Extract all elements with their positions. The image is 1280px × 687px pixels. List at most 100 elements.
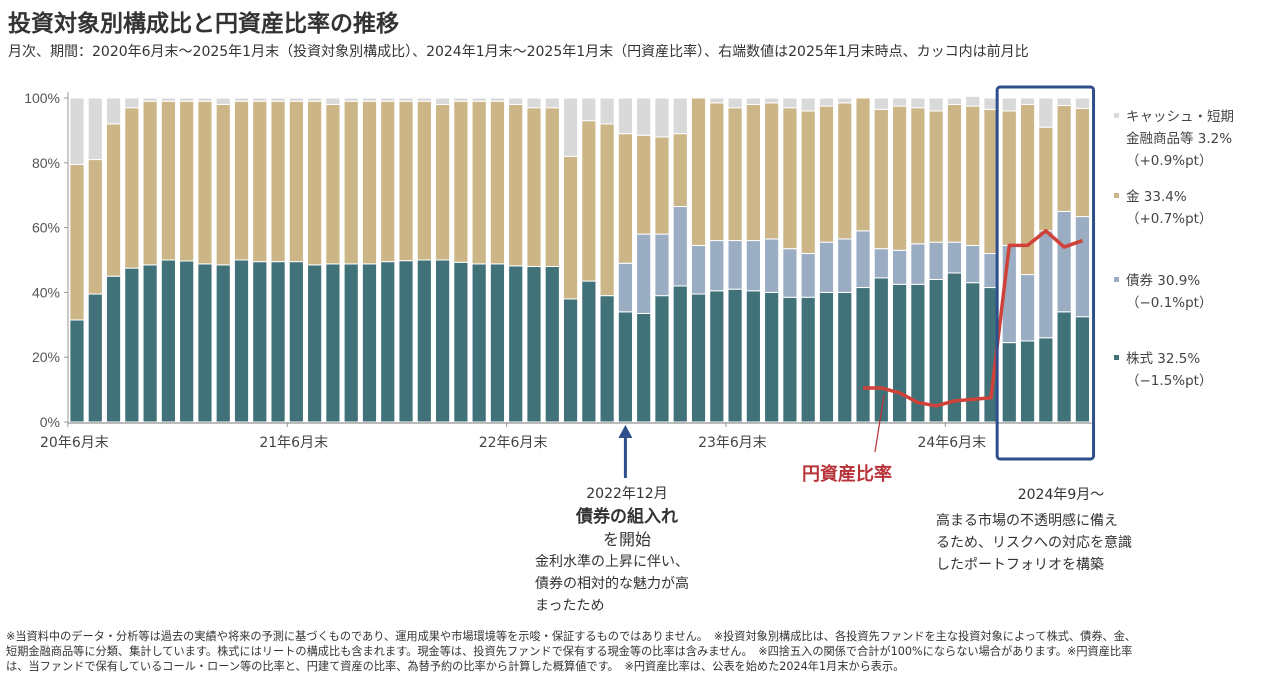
bar-stock — [343, 263, 359, 423]
bar-cash — [471, 97, 487, 102]
yen-ratio-line — [862, 229, 1083, 408]
legend-swatch-gold — [1114, 192, 1119, 198]
bar-cash — [636, 97, 652, 136]
bar-cash — [179, 97, 195, 102]
bar-gold — [416, 100, 432, 261]
annotation-body-line: 金利水準の上昇に伴い、 — [535, 554, 689, 570]
annotation-date: 2022年12月 — [586, 486, 668, 502]
bar-gold — [1074, 107, 1091, 218]
bar-stock — [837, 291, 853, 423]
bar-gold — [946, 103, 963, 243]
bar-bond — [709, 240, 725, 292]
yen-ratio-leader-line — [874, 394, 885, 453]
footnote-line: ※当資料中のデータ・分析等は過去の実績や将来の予測に基づくものであり、運用成果や… — [6, 630, 1137, 643]
bar-gold — [197, 100, 213, 265]
bar-gold — [526, 107, 542, 267]
annotation-body-line: まったため — [535, 598, 605, 614]
bar-gold — [727, 107, 743, 242]
annotation-highlight: 2024年9月～ 高まる市場の不透明感に備え るため、リスクへの対応を意識 した… — [936, 484, 1186, 576]
bar-stock — [636, 312, 652, 423]
bar-gold — [453, 100, 469, 263]
bar-stock — [142, 264, 158, 423]
bar-stock — [782, 296, 798, 423]
bar-cash — [142, 97, 158, 102]
bar-bond — [1019, 274, 1036, 342]
bar-stock — [709, 290, 725, 423]
bar-stock — [288, 261, 304, 423]
bar-cash — [398, 97, 414, 102]
bar-bond — [892, 249, 908, 285]
bar-stock — [307, 264, 323, 423]
bar-gold — [87, 159, 103, 295]
bar-gold — [745, 103, 761, 242]
chart-subtitle: 月次、期間：2020年6月末～2025年1月末（投資対象別構成比）、2024年1… — [8, 44, 1029, 60]
legend-change: （−0.1%pt） — [1126, 295, 1213, 311]
bar-gold — [252, 100, 268, 263]
bar-cash — [435, 97, 451, 105]
bar-gold — [818, 105, 835, 243]
x-tick-label: 21年6月末 — [259, 435, 328, 451]
bar-cash — [727, 97, 743, 109]
bar-cash — [526, 97, 542, 109]
annotation-date: 2024年9月～ — [1017, 487, 1105, 503]
bar-bond — [837, 238, 853, 293]
y-tick-label: 60% — [32, 220, 60, 236]
annotation-body-line: 債券の相対的な魅力が高 — [535, 576, 689, 592]
bar-gold — [307, 100, 323, 266]
bar-gold — [562, 155, 579, 300]
legend-gold: 金 33.4% （+0.7%pt） — [1114, 186, 1212, 230]
bar-cash — [782, 97, 798, 109]
bar-gold — [690, 97, 707, 246]
bar-gold — [380, 100, 396, 263]
bar-cash — [124, 97, 140, 109]
bar-cash — [160, 97, 177, 102]
bar-gold — [471, 100, 487, 265]
bar-gold — [142, 100, 158, 266]
bar-stock — [617, 311, 633, 423]
bar-bond — [690, 244, 707, 295]
bar-gold — [325, 103, 341, 265]
bar-stock — [105, 275, 122, 423]
bar-cash — [361, 97, 378, 102]
legend-change: （+0.9%pt） — [1126, 153, 1213, 169]
bar-gold — [270, 100, 286, 263]
bar-gold — [233, 100, 250, 261]
bar-cash — [508, 97, 524, 105]
footnote: ※当資料中のデータ・分析等は過去の実績や将来の予測に基づくものであり、運用成果や… — [6, 629, 1276, 674]
bar-gold — [361, 100, 378, 265]
bar-cash — [380, 97, 396, 102]
legend-stock: 株式 32.5% （−1.5%pt） — [1114, 348, 1212, 392]
bar-gold — [764, 102, 780, 240]
bar-cash — [87, 97, 103, 161]
bar-bond — [764, 238, 780, 293]
bar-stock — [1038, 337, 1054, 423]
bar-gold — [892, 105, 908, 251]
bar-stock — [581, 280, 597, 423]
bar-stock — [672, 285, 688, 423]
bar-bond — [617, 262, 633, 313]
bar-bond — [855, 230, 871, 289]
bar-stock — [361, 263, 378, 423]
legend-label: キャッシュ・短期 — [1126, 109, 1234, 125]
bar-stock — [325, 263, 341, 423]
legend-change: （+0.7%pt） — [1126, 211, 1213, 227]
bar-gold — [617, 133, 633, 264]
bar-cash — [892, 97, 908, 107]
x-tick-label: 20年6月末 — [40, 435, 109, 451]
bar-cash — [1056, 97, 1072, 106]
bar-cash — [562, 97, 579, 157]
bar-stock — [380, 261, 396, 423]
bar-gold — [782, 107, 798, 250]
bar-stock — [1056, 311, 1072, 423]
bar-stock — [599, 295, 615, 423]
bar-cash — [270, 97, 286, 102]
bar-cash — [416, 97, 432, 102]
bar-gold — [160, 100, 177, 261]
bar-stock — [818, 291, 835, 423]
bar-cash — [288, 97, 304, 102]
bar-cash — [709, 97, 725, 104]
bar-gold — [855, 97, 871, 232]
y-tick-label: 40% — [32, 284, 60, 300]
bar-bond — [800, 253, 816, 298]
bar-stock — [654, 295, 670, 423]
